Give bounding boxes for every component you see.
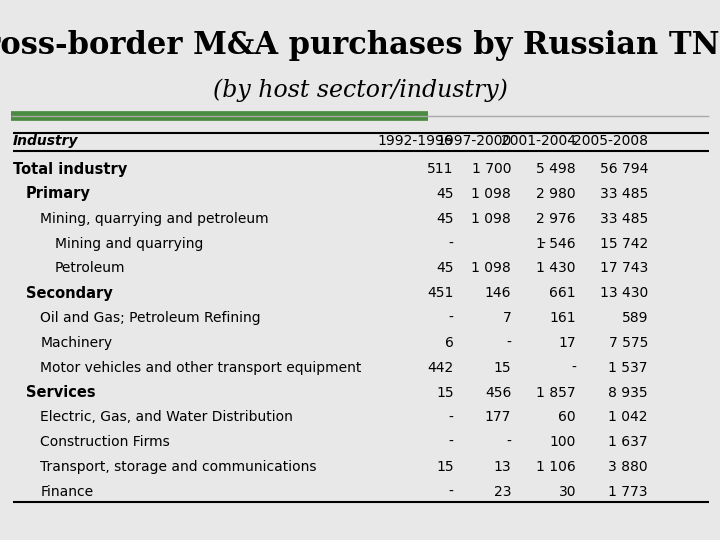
Text: 30: 30 — [559, 485, 576, 499]
Text: 1 106: 1 106 — [536, 460, 576, 474]
Text: 1 042: 1 042 — [608, 410, 648, 424]
Text: 33 485: 33 485 — [600, 187, 648, 201]
Text: 45: 45 — [436, 261, 454, 275]
Text: 661: 661 — [549, 286, 576, 300]
Text: -: - — [449, 485, 454, 499]
Text: 60: 60 — [559, 410, 576, 424]
Text: 7 575: 7 575 — [608, 336, 648, 350]
Text: 15 742: 15 742 — [600, 237, 648, 251]
Text: 511: 511 — [427, 162, 454, 176]
Text: 45: 45 — [436, 212, 454, 226]
Text: 2 980: 2 980 — [536, 187, 576, 201]
Text: -: - — [449, 435, 454, 449]
Text: 13: 13 — [494, 460, 511, 474]
Text: 161: 161 — [549, 311, 576, 325]
Text: Industry: Industry — [13, 134, 78, 149]
Text: Primary: Primary — [26, 186, 91, 201]
Text: 3 880: 3 880 — [608, 460, 648, 474]
Text: -: - — [506, 435, 511, 449]
Text: 1 537: 1 537 — [608, 361, 648, 375]
Text: 1 700: 1 700 — [472, 162, 511, 176]
Text: 6: 6 — [445, 336, 454, 350]
Text: 5 498: 5 498 — [536, 162, 576, 176]
Text: 15: 15 — [436, 386, 454, 400]
Text: 177: 177 — [485, 410, 511, 424]
Text: 1 773: 1 773 — [608, 485, 648, 499]
Text: 15: 15 — [494, 361, 511, 375]
Text: 1992-1996: 1992-1996 — [378, 134, 454, 149]
Text: Electric, Gas, and Water Distribution: Electric, Gas, and Water Distribution — [40, 410, 293, 424]
Text: -: - — [449, 237, 454, 251]
Text: Secondary: Secondary — [26, 286, 112, 301]
Text: 17 743: 17 743 — [600, 261, 648, 275]
Text: 456: 456 — [485, 386, 511, 400]
Text: 56 794: 56 794 — [600, 162, 648, 176]
Text: 1 430: 1 430 — [536, 261, 576, 275]
Text: 1 098: 1 098 — [472, 261, 511, 275]
Text: 15: 15 — [436, 460, 454, 474]
Text: 1 098: 1 098 — [472, 212, 511, 226]
Text: 1 637: 1 637 — [608, 435, 648, 449]
Text: 33 485: 33 485 — [600, 212, 648, 226]
Text: 1997-2000: 1997-2000 — [436, 134, 511, 149]
Text: 1 546: 1 546 — [536, 237, 576, 251]
Text: 2005-2008: 2005-2008 — [573, 134, 648, 149]
Text: Mining, quarrying and petroleum: Mining, quarrying and petroleum — [40, 212, 269, 226]
Text: 2001-2004: 2001-2004 — [501, 134, 576, 149]
Text: 17: 17 — [559, 336, 576, 350]
Text: Petroleum: Petroleum — [55, 261, 125, 275]
Text: (by host sector/industry): (by host sector/industry) — [212, 78, 508, 102]
Text: Motor vehicles and other transport equipment: Motor vehicles and other transport equip… — [40, 361, 361, 375]
Text: 100: 100 — [549, 435, 576, 449]
Text: Construction Firms: Construction Firms — [40, 435, 170, 449]
Text: -: - — [449, 311, 454, 325]
Text: Total industry: Total industry — [13, 161, 127, 177]
Text: Oil and Gas; Petroleum Refining: Oil and Gas; Petroleum Refining — [40, 311, 261, 325]
Text: 7: 7 — [503, 311, 511, 325]
Text: 8 935: 8 935 — [608, 386, 648, 400]
Text: -: - — [449, 410, 454, 424]
Text: Finance: Finance — [40, 485, 94, 499]
Text: Mining and quarrying: Mining and quarrying — [55, 237, 203, 251]
Text: 589: 589 — [621, 311, 648, 325]
Text: 45: 45 — [436, 187, 454, 201]
Text: -: - — [506, 336, 511, 350]
Text: 13 430: 13 430 — [600, 286, 648, 300]
Text: 2 976: 2 976 — [536, 212, 576, 226]
Text: 442: 442 — [428, 361, 454, 375]
Text: 451: 451 — [427, 286, 454, 300]
Text: 23: 23 — [494, 485, 511, 499]
Text: -: - — [571, 361, 576, 375]
Text: Cross-border M&A purchases by Russian TNCs: Cross-border M&A purchases by Russian TN… — [0, 30, 720, 60]
Text: 146: 146 — [485, 286, 511, 300]
Text: Transport, storage and communications: Transport, storage and communications — [40, 460, 317, 474]
Text: Services: Services — [26, 385, 96, 400]
Text: 1 857: 1 857 — [536, 386, 576, 400]
Text: 1 098: 1 098 — [472, 187, 511, 201]
Text: Machinery: Machinery — [40, 336, 112, 350]
Text: -: - — [540, 237, 545, 251]
